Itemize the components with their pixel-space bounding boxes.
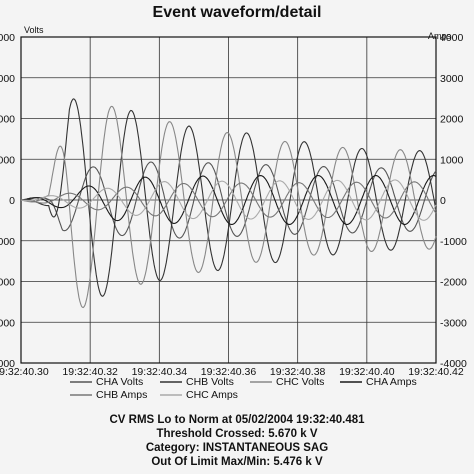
legend-label: CHA Amps xyxy=(366,376,417,388)
series-line-chc-amps xyxy=(20,179,437,221)
x-tick-label: 19:32:40.38 xyxy=(270,366,326,378)
series-lines xyxy=(20,98,437,309)
y-left-tick-label: 6000 xyxy=(0,73,15,85)
y-left-tick-label: 2000 xyxy=(0,154,15,166)
legend-label: CHB Volts xyxy=(186,376,234,388)
y-right-tick-label: 3000 xyxy=(440,73,464,85)
y-right-tick-label: -2000 xyxy=(440,277,467,289)
y-right-tick-label: 2000 xyxy=(440,114,464,126)
series-line-cha-amps xyxy=(20,175,437,225)
x-tick-label: 19:32:40.36 xyxy=(201,366,257,378)
y-left-tick-label: 0 xyxy=(9,195,15,207)
legend-label: CHA Volts xyxy=(96,376,143,388)
x-tick-label: 19:32:40.42 xyxy=(408,366,464,378)
event-info: CV RMS Lo to Norm at 05/02/2004 19:32:40… xyxy=(0,413,474,469)
series-line-chb-amps xyxy=(21,181,437,219)
right-axis-unit: Amps xyxy=(428,31,452,41)
legend-label: CHC Amps xyxy=(186,389,238,401)
chart-title: Event waveform/detail xyxy=(152,4,322,21)
y-right-tick-label: -4000 xyxy=(440,358,467,370)
x-tick-label: 19:32:40.30 xyxy=(0,366,49,378)
y-left-tick-label: 4000 xyxy=(0,114,15,126)
info-line-2: Threshold Crossed: 5.670 k V xyxy=(156,428,318,440)
y-left-tick-label: 4000 xyxy=(0,277,15,289)
y-right-tick-label: -1000 xyxy=(440,236,467,248)
y-right-tick-label: 4000 xyxy=(440,32,464,44)
x-tick-label: 19:32:40.40 xyxy=(339,366,395,378)
y-right-tick-label: 0 xyxy=(440,195,446,207)
y-left-tick-label: 6000 xyxy=(0,317,15,329)
y-right-tick-label: -3000 xyxy=(440,317,467,329)
series-line-chb-volts xyxy=(20,98,437,297)
legend-label: CHC Volts xyxy=(276,376,324,388)
left-axis-unit: Volts xyxy=(24,25,44,35)
info-line-1: CV RMS Lo to Norm at 05/02/2004 19:32:40… xyxy=(109,414,365,426)
y-right-tick-label: 1000 xyxy=(440,154,464,166)
x-tick-label: 19:32:40.34 xyxy=(132,366,188,378)
y-left-tick-label: 8000 xyxy=(0,358,15,370)
info-line-3: Category: INSTANTANEOUS SAG xyxy=(145,442,329,454)
y-left-tick-label: 4000 xyxy=(0,32,15,44)
info-line-4: Out Of Limit Max/Min: 5.476 k V xyxy=(151,456,323,468)
series-line-chc-volts xyxy=(20,105,437,309)
y-left-tick-label: 2000 xyxy=(0,236,15,248)
legend-label: CHB Amps xyxy=(96,389,147,401)
series-line-cha-volts xyxy=(21,161,437,239)
axis-ticks: 4000 6000 4000 2000 0 2000 4000 6000 8000 4000 300… xyxy=(0,32,467,378)
x-tick-label: 19:32:40.32 xyxy=(62,366,118,378)
legend: CHA Volts CHB Volts CHC Volts CHA Amps CHB A… xyxy=(70,376,417,401)
